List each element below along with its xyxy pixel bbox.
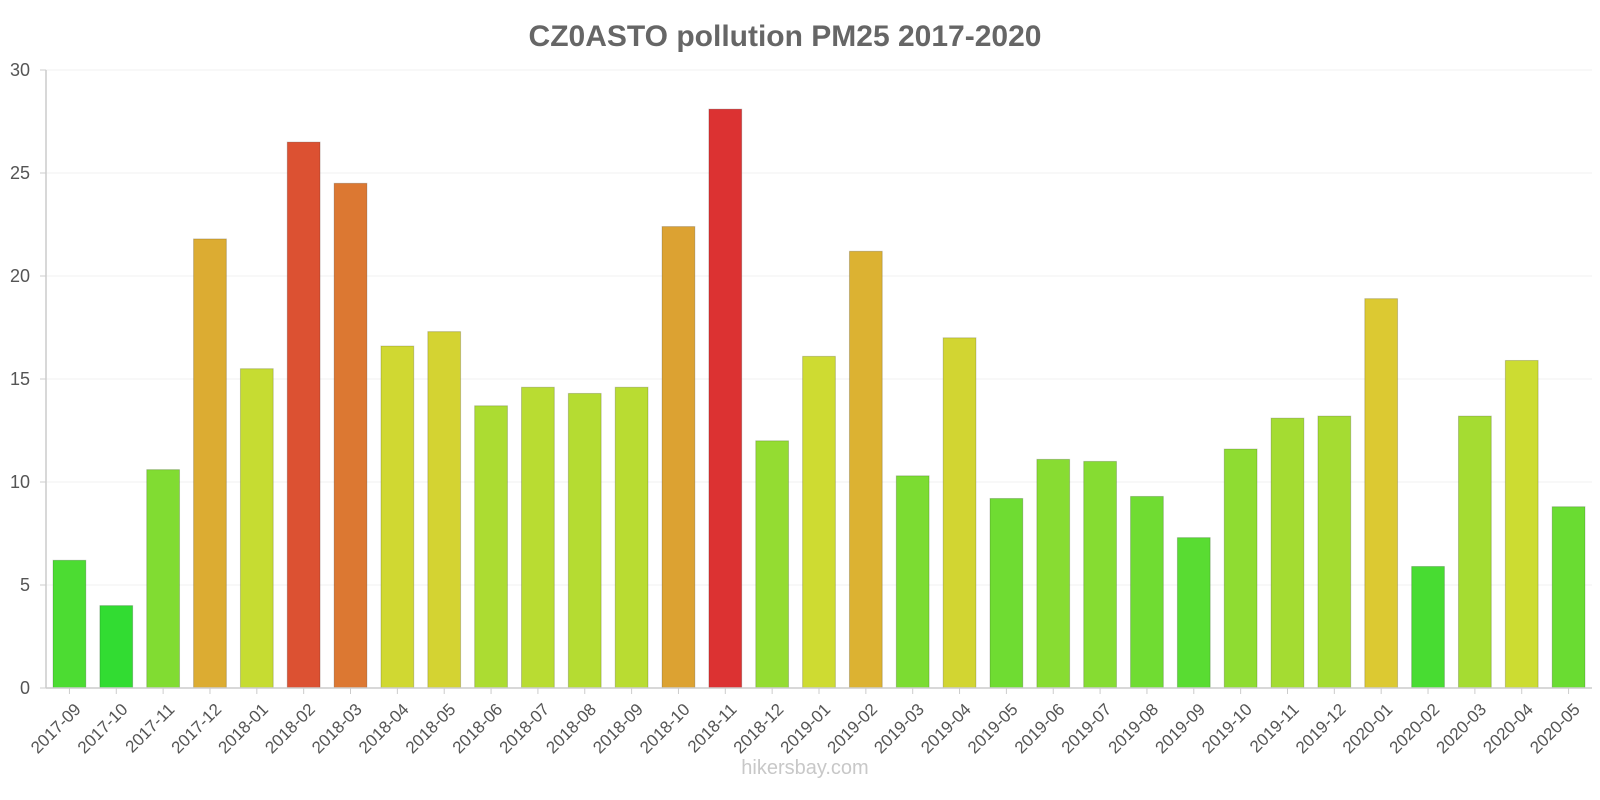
bar-2018-03 (333, 182, 368, 689)
bar-2018-08 (567, 392, 602, 689)
y-axis-ticks: 0 5 10 15 20 25 30 (10, 60, 46, 698)
x-tick-label: 2019-02 (824, 700, 882, 758)
x-tick-label: 2019-08 (1105, 700, 1163, 758)
bar-2020-03 (1457, 415, 1492, 689)
x-tick-label: 2018-07 (496, 700, 554, 758)
x-tick-label: 2017-12 (168, 700, 226, 758)
x-tick-label: 2019-05 (964, 700, 1022, 758)
x-tick-label: 2017-09 (27, 700, 85, 758)
bar-2020-04 (1504, 359, 1539, 689)
bar-2019-12 (1317, 415, 1352, 689)
x-tick-label: 2020-04 (1479, 700, 1537, 758)
bar-2017-12 (193, 238, 227, 689)
x-tick-label: 2019-10 (1198, 700, 1256, 758)
x-tick-label: 2019-06 (1011, 700, 1069, 758)
bar-2019-02 (848, 250, 883, 689)
y-tick-label: 5 (20, 575, 30, 595)
bar-2017-10 (99, 605, 134, 689)
x-tick-label: 2018-01 (215, 700, 273, 758)
x-tick-label: 2018-03 (308, 700, 366, 758)
x-tick-label: 2018-05 (402, 700, 460, 758)
bar-2018-05 (427, 331, 462, 689)
x-tick-label: 2017-11 (122, 700, 179, 757)
x-tick-label: 2020-02 (1386, 700, 1444, 758)
bar-2019-11 (1270, 417, 1305, 689)
bar-2019-09 (1176, 537, 1211, 689)
y-tick-label: 20 (10, 266, 30, 286)
x-tick-label: 2019-04 (917, 700, 975, 758)
x-tick-label: 2017-10 (74, 700, 132, 758)
bar-2018-10 (661, 226, 696, 689)
bar-2018-01 (239, 368, 274, 689)
x-tick-label: 2019-09 (1151, 700, 1209, 758)
x-tick-label: 2019-01 (777, 700, 835, 758)
bar-2020-01 (1364, 298, 1399, 689)
x-tick-label: 2018-06 (449, 700, 507, 758)
x-tick-label: 2019-03 (870, 700, 928, 758)
x-tick-label: 2018-04 (355, 700, 413, 758)
x-tick-label: 2018-08 (542, 700, 600, 758)
x-tick-label: 2020-01 (1339, 700, 1397, 758)
bar-2018-12 (755, 440, 790, 689)
y-tick-label: 30 (10, 60, 30, 80)
watermark-text: hikersbay.com (741, 757, 868, 779)
x-tick-label: 2020-03 (1433, 700, 1491, 758)
bar-2019-04 (942, 337, 977, 689)
bar-2019-05 (989, 497, 1024, 689)
x-tick-label: 2019-11 (1246, 700, 1303, 757)
bar-2020-02 (1411, 565, 1445, 689)
bar-2018-11 (708, 108, 743, 689)
bar-2018-09 (614, 386, 649, 689)
x-tick-label: 2019-07 (1058, 700, 1116, 758)
bar-2019-03 (895, 475, 930, 689)
y-tick-label: 15 (10, 369, 30, 389)
x-tick-label: 2018-02 (261, 700, 319, 758)
y-tick-label: 25 (10, 163, 30, 183)
bar-2018-07 (521, 386, 555, 689)
bar-2017-09 (52, 559, 87, 689)
x-tick-label: 2019-12 (1292, 700, 1350, 758)
bar-2018-02 (286, 141, 321, 689)
x-axis-ticks: 2017-092017-102017-112017-122018-012018-… (27, 688, 1584, 757)
bar-2019-08 (1130, 495, 1164, 689)
bar-2019-10 (1223, 448, 1258, 689)
chart-title: CZ0ASTO pollution PM25 2017-2020 (529, 20, 1042, 53)
y-tick-label: 10 (10, 472, 30, 492)
x-tick-label: 2018-11 (684, 700, 741, 757)
bars (52, 108, 1586, 689)
bar-2018-06 (474, 405, 508, 689)
bar-2017-11 (146, 469, 181, 689)
bar-2019-01 (802, 355, 836, 689)
y-tick-label: 0 (20, 678, 30, 698)
bar-2020-05 (1551, 506, 1586, 689)
bar-2019-06 (1036, 458, 1071, 689)
x-tick-label: 2018-10 (636, 700, 694, 758)
x-tick-label: 2018-12 (730, 700, 788, 758)
x-tick-label: 2020-05 (1526, 700, 1584, 758)
bar-2018-04 (380, 345, 415, 689)
x-tick-label: 2018-09 (589, 700, 647, 758)
bar-2019-07 (1083, 460, 1117, 689)
